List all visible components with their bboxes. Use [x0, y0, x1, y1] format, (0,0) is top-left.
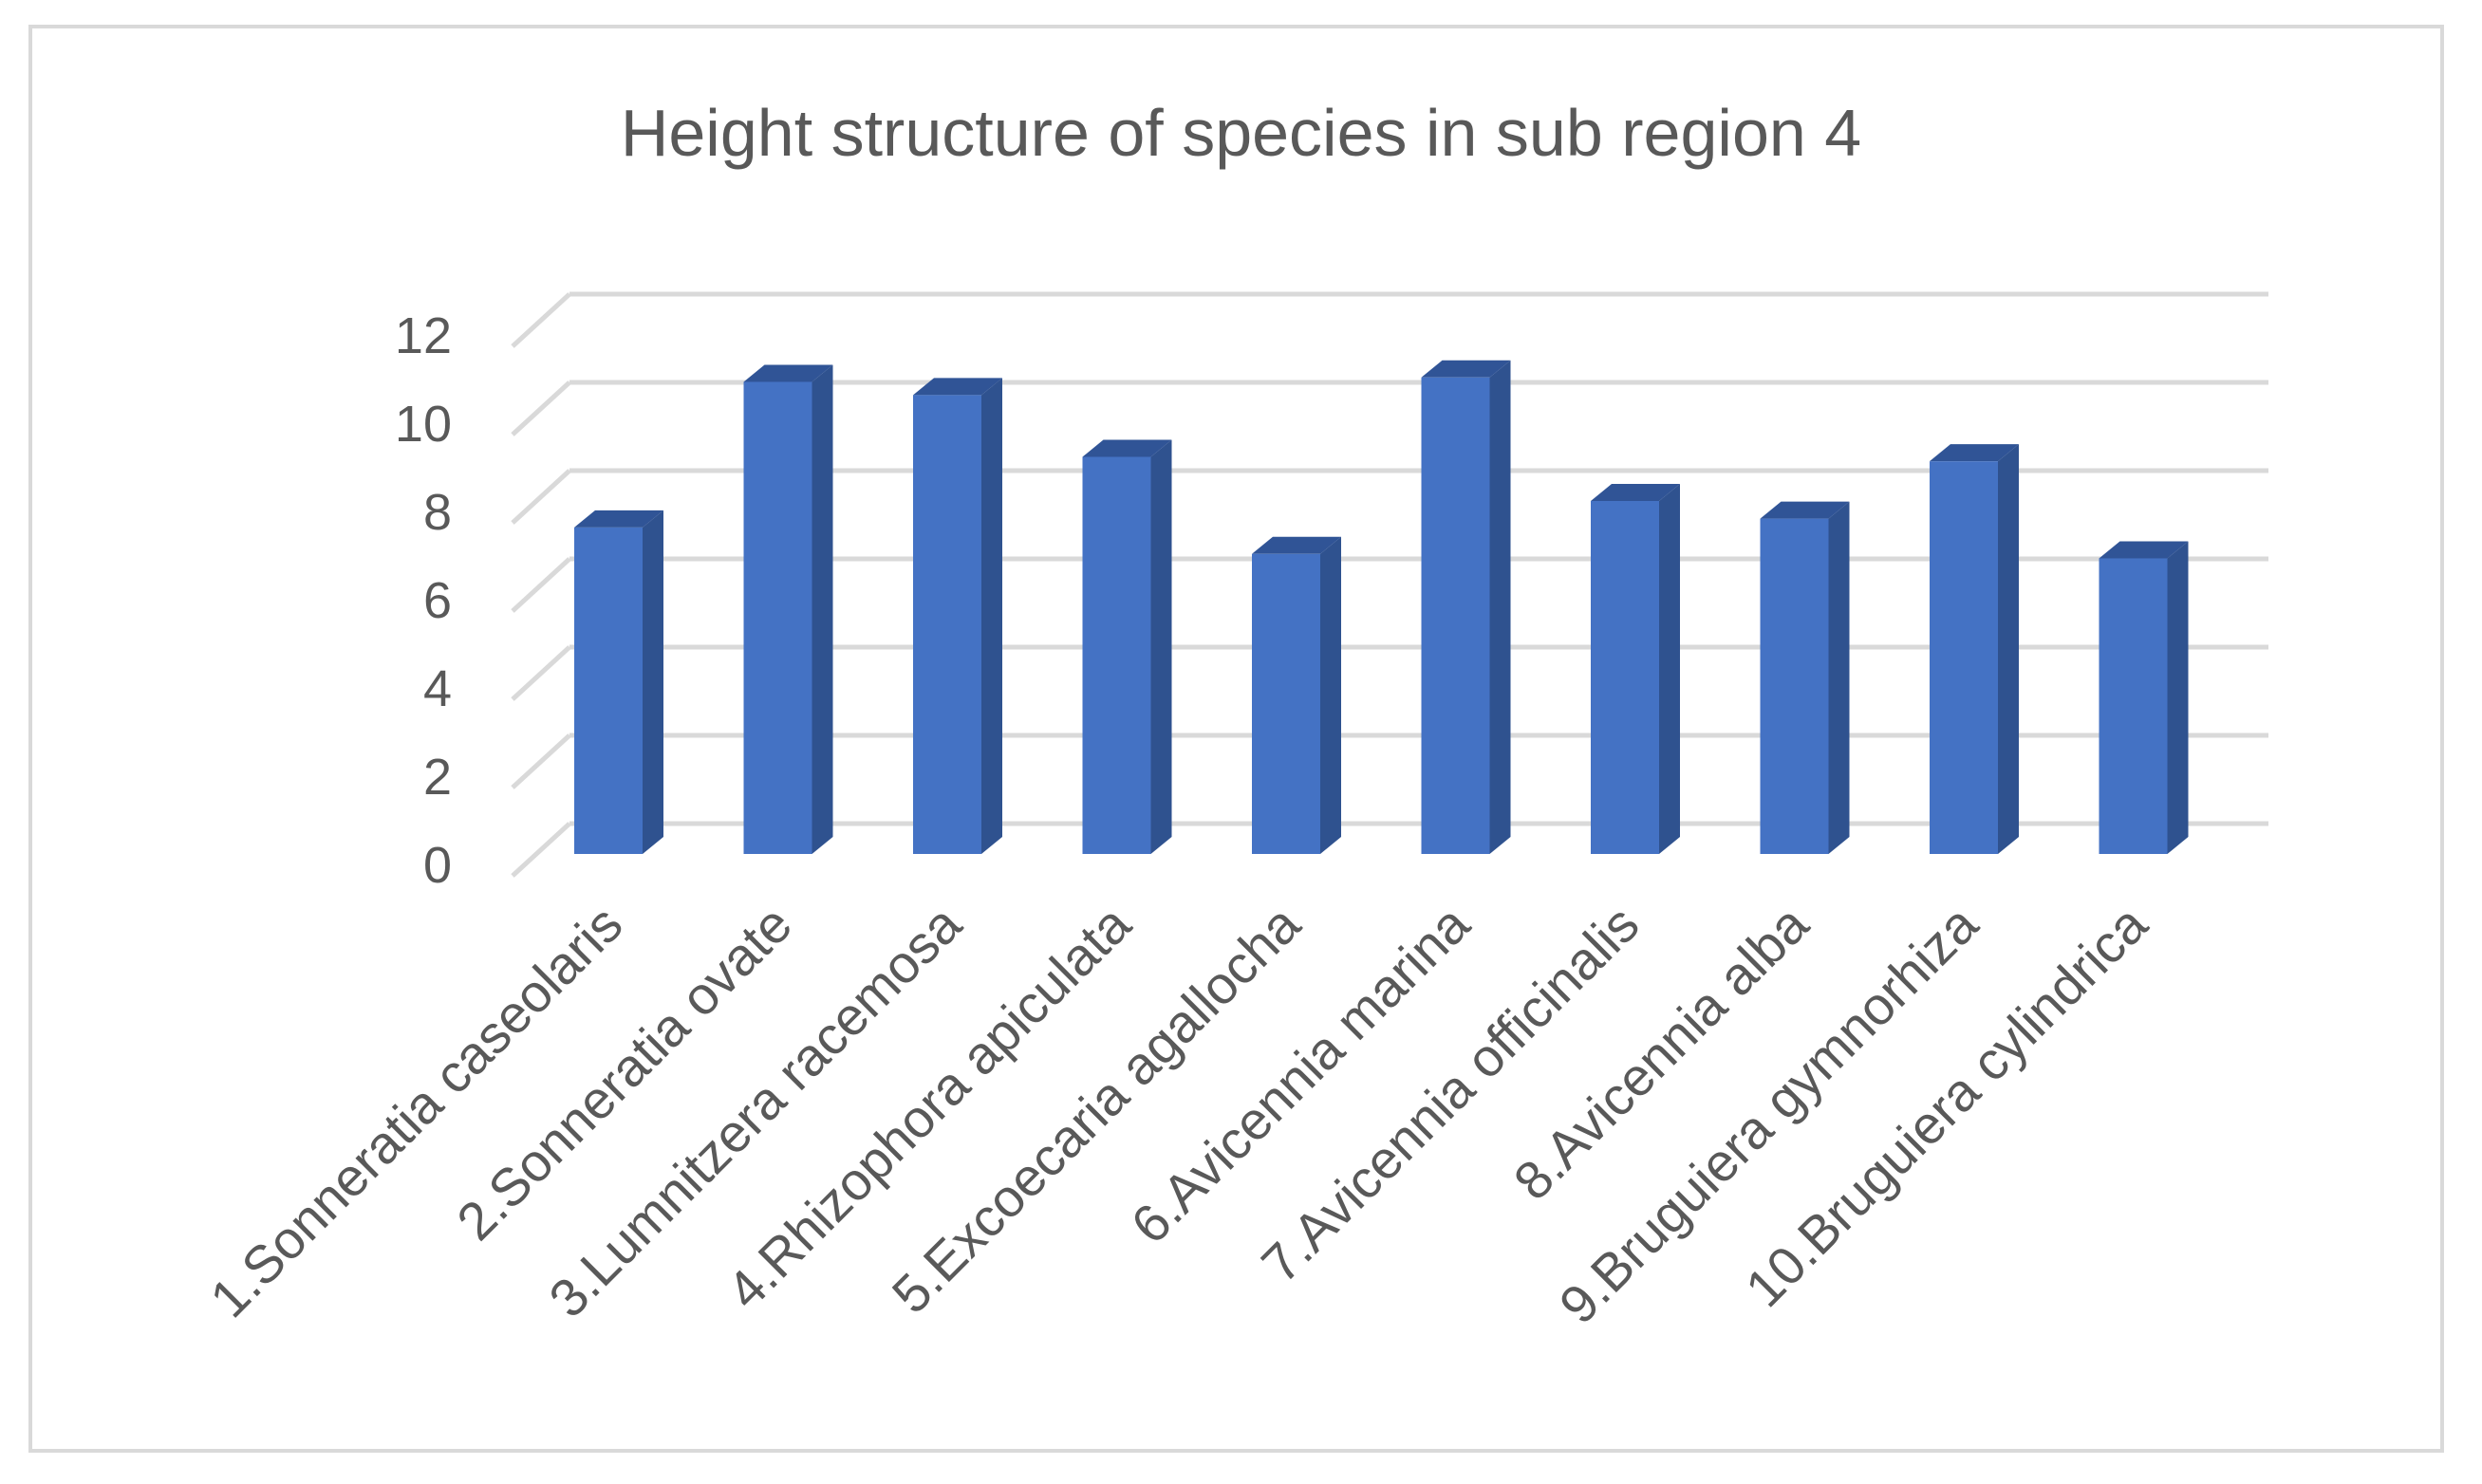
bar-front [1930, 461, 1998, 854]
y-tick-label: 6 [423, 572, 452, 629]
bar-side [981, 378, 1002, 854]
x-category-label: 2.Sonneratia ovate [445, 894, 803, 1252]
bar [1760, 501, 1850, 854]
y-tick-label: 8 [423, 484, 452, 541]
bar-top [2099, 541, 2189, 559]
bar-side [1659, 484, 1680, 854]
gridline-diagonal [511, 292, 571, 348]
y-tick-label: 0 [423, 837, 452, 894]
bar-front [1421, 377, 1490, 854]
bar [1252, 536, 1341, 854]
bar-top [1760, 501, 1850, 519]
bar-front [1252, 553, 1320, 854]
bar-top [1421, 360, 1511, 378]
bar-top [1930, 444, 2019, 462]
bar [574, 510, 663, 854]
gridline-diagonal [511, 380, 571, 436]
bar-side [1150, 439, 1172, 854]
bar-top [1591, 484, 1680, 501]
gridline-diagonal [511, 822, 571, 878]
gridline-diagonal [511, 557, 571, 613]
bar-side [643, 510, 663, 854]
bar-top [574, 510, 663, 528]
bar-top [1082, 439, 1172, 457]
bar [2099, 541, 2189, 854]
bar-side [1320, 536, 1341, 854]
y-tick-label: 2 [423, 749, 452, 806]
bar-side [1489, 360, 1511, 854]
bar-side [2167, 541, 2189, 854]
x-category-label: 8.Avicennia alba [1502, 893, 1820, 1211]
bar [913, 378, 1002, 854]
bar [743, 364, 833, 854]
bar-top [913, 378, 1002, 396]
bar-front [743, 381, 812, 854]
bar-front [1591, 501, 1659, 854]
bar-front [574, 527, 643, 854]
bar-front [1760, 518, 1829, 854]
bar-front [2099, 558, 2168, 854]
chart-frame [28, 25, 2444, 1453]
gridline-diagonal [511, 469, 571, 525]
y-tick-label: 12 [395, 307, 452, 364]
bar-top [743, 364, 833, 382]
bars [574, 360, 2189, 854]
bar [1421, 360, 1511, 854]
bar [1082, 439, 1172, 854]
bar-front [913, 395, 981, 854]
bar-side [1998, 444, 2019, 854]
bar-side [812, 364, 833, 854]
bar [1930, 444, 2019, 854]
y-tick-label: 4 [423, 660, 452, 717]
chart-title: Height structure of species in sub regio… [620, 96, 1862, 170]
bar-front [1082, 456, 1151, 854]
gridline-diagonal [511, 645, 571, 701]
bar-side [1828, 501, 1850, 854]
y-axis-ticks: 0 2 4 6 8 10 12 [395, 307, 452, 894]
y-tick-label: 10 [395, 396, 452, 453]
bar [1591, 484, 1680, 854]
bar-top [1252, 536, 1341, 554]
gridline-diagonal [511, 733, 571, 789]
